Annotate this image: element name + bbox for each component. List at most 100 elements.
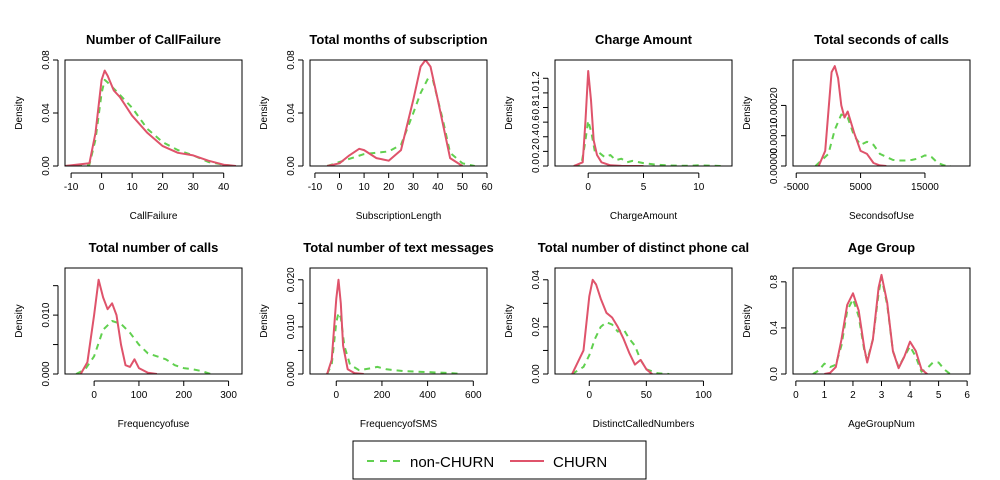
y-tick-label: 0.00 — [531, 364, 542, 384]
x-tick-label: 4 — [907, 390, 913, 401]
y-tick-label: 0.000 — [286, 361, 297, 386]
x-axis-label: SecondsofUse — [849, 211, 914, 222]
x-tick-label: 200 — [374, 390, 391, 401]
y-tick-label: 0.00010 — [769, 117, 780, 154]
series-line-non-churn — [812, 276, 951, 374]
x-tick-label: 30 — [408, 182, 420, 193]
panel-title: Total seconds of calls — [814, 32, 949, 47]
panel-callfailure: Number of CallFailure -10 0 10 20 30 40 CallFai… — [14, 32, 243, 222]
y-tick-label: 0.00 — [41, 156, 52, 176]
y-axis-label: Density — [14, 304, 25, 337]
y-tick-label: 0.00000 — [769, 147, 780, 184]
y-tick-label: 0.00 — [286, 156, 297, 176]
x-tick-label: 300 — [220, 390, 237, 401]
x-tick-label: 10 — [693, 182, 705, 193]
legend-label-non-churn: non-CHURN — [410, 454, 494, 471]
x-tick-label: 15000 — [911, 182, 939, 193]
y-tick-label: 0.08 — [286, 50, 297, 70]
curves — [573, 70, 721, 166]
panel-title: Total months of subscription — [309, 32, 487, 47]
y-axis-label: Density — [259, 304, 270, 337]
x-tick-label: 5 — [641, 182, 647, 193]
x-tick-label: 3 — [879, 390, 885, 401]
y-axis-label: Density — [504, 304, 515, 337]
panel-title: Charge Amount — [595, 32, 693, 47]
y-tick-label: 0.6 — [531, 115, 542, 129]
panel-title: Number of CallFailure — [86, 32, 221, 47]
x-tick-label: 10 — [359, 182, 371, 193]
x-tick-label: 40 — [432, 182, 444, 193]
y-tick-label: 0.010 — [286, 314, 297, 339]
x-tick-label: 600 — [465, 390, 482, 401]
x-tick-label: -10 — [64, 182, 79, 193]
x-tick-label: 100 — [695, 390, 712, 401]
y-tick-label: 0.4 — [531, 129, 542, 143]
x-axis-label: ChargeAmount — [610, 211, 677, 222]
y-axis-label: Density — [504, 96, 515, 129]
panel-frequencyofsms: Total number of text messages 0 200 400 600 F… — [259, 240, 494, 430]
y-tick-label: 0.02 — [531, 317, 542, 337]
x-tick-label: 0 — [586, 390, 592, 401]
y-tick-label: 0.08 — [41, 50, 52, 70]
x-axis-label: SubscriptionLength — [356, 211, 442, 222]
curves — [812, 273, 951, 374]
panel-title: Age Group — [848, 240, 915, 255]
curves — [75, 278, 211, 374]
plot-frame — [64, 59, 243, 167]
series-line-churn — [65, 69, 237, 166]
x-tick-label: 6 — [964, 390, 970, 401]
plot-frame — [792, 267, 971, 375]
y-tick-label: 0.04 — [531, 270, 542, 290]
x-tick-label: 20 — [383, 182, 395, 193]
y-tick-label: 0.04 — [286, 103, 297, 123]
x-tick-label: 0 — [333, 390, 339, 401]
series-line-non-churn — [573, 119, 721, 166]
y-tick-label: 1.2 — [531, 71, 542, 85]
panel-title: Total number of calls — [89, 240, 219, 255]
series-line-churn — [79, 278, 158, 374]
x-tick-label: 50 — [457, 182, 469, 193]
x-axis-label: AgeGroupNum — [848, 419, 915, 430]
x-tick-label: 20 — [157, 182, 169, 193]
series-line-churn — [573, 70, 644, 166]
x-tick-label: 100 — [131, 390, 148, 401]
panels: Number of CallFailure-10 0 10 20 30 40CallFai… — [14, 32, 971, 430]
y-tick-label: 1.0 — [531, 86, 542, 100]
curves — [326, 278, 462, 374]
x-tick-label: 1 — [822, 390, 828, 401]
plot-frame — [309, 59, 488, 167]
panel-secondsofuse: Total seconds of calls -5000 5000 15000 Seco… — [742, 32, 971, 222]
plot-frame — [792, 59, 971, 167]
curves — [814, 65, 951, 166]
panel-title: Total number of distinct phone cal — [538, 240, 749, 255]
legend-label-churn: CHURN — [553, 454, 607, 471]
x-tick-label: 60 — [481, 182, 493, 193]
series-line-non-churn — [571, 321, 670, 374]
y-tick-label: 0.000 — [41, 361, 52, 386]
legend: non-CHURN CHURN — [352, 440, 647, 480]
x-tick-label: 40 — [218, 182, 230, 193]
panel-title: Total number of text messages — [303, 240, 493, 255]
series-line-non-churn — [326, 77, 475, 166]
y-tick-label: 0.0 — [769, 367, 780, 381]
y-axis-label: Density — [742, 96, 753, 129]
y-tick-label: 0.0 — [531, 159, 542, 173]
panel-distinctcallednumbers: Total number of distinct phone cal 0 50 100… — [504, 240, 749, 430]
x-tick-label: 10 — [127, 182, 139, 193]
x-tick-label: 50 — [641, 390, 653, 401]
x-axis-label: FrequencyofSMS — [360, 419, 438, 430]
plot-frame — [554, 267, 733, 375]
x-axis-label: CallFailure — [130, 211, 178, 222]
y-tick-label: 0.010 — [41, 302, 52, 327]
x-tick-label: 5 — [936, 390, 942, 401]
legend-frame — [352, 440, 647, 480]
panel-agegroupnum: Age Group 0 1 2 3 4 5 6 AgeGroupNum 0.0 0.4 0.8 Dens… — [742, 240, 971, 430]
y-tick-label: 0.8 — [531, 100, 542, 114]
x-tick-label: 400 — [419, 390, 436, 401]
panel-subscriptionlength: Total months of subscription -10 0 10 20 30 40… — [259, 32, 493, 222]
x-tick-label: 0 — [337, 182, 343, 193]
y-tick-label: 0.8 — [769, 274, 780, 288]
x-tick-label: 30 — [188, 182, 200, 193]
